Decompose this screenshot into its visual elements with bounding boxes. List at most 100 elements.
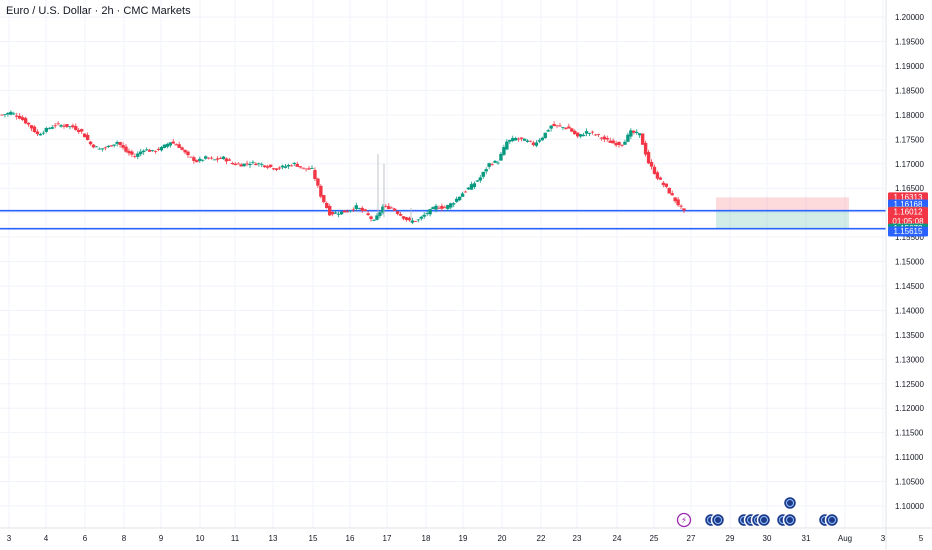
- candle-body: [561, 127, 565, 129]
- candle-body: [676, 199, 680, 206]
- candle-body: [9, 111, 13, 115]
- candle-body: [576, 132, 580, 137]
- candle-body: [478, 177, 482, 181]
- candle-body: [38, 134, 43, 136]
- candle-body: [652, 166, 657, 174]
- candle-body: [617, 141, 621, 145]
- candle-body: [215, 158, 220, 160]
- candle-body: [578, 134, 583, 137]
- time-tick-label: 11: [231, 534, 240, 543]
- candle-body: [475, 180, 480, 182]
- time-tick-label: 6: [83, 534, 88, 543]
- candle-body: [638, 133, 642, 136]
- candle-body: [357, 208, 361, 209]
- candle-body: [127, 150, 131, 154]
- price-axis[interactable]: 1.20000 1.19500 1.19000 1.18500 1.18000 1.175…: [895, 13, 924, 511]
- price-tag-label: 1.16012: [894, 208, 923, 217]
- candle-body: [670, 193, 674, 196]
- candle-body: [463, 191, 468, 193]
- candle-body: [378, 212, 382, 216]
- candle-body: [431, 207, 435, 210]
- time-tick-label: 23: [573, 534, 582, 543]
- event-flag-icon[interactable]: [782, 495, 798, 511]
- candle-body: [519, 137, 524, 139]
- candle-body: [348, 210, 353, 212]
- event-flag-inner: [828, 516, 836, 524]
- candle-body: [82, 133, 87, 138]
- price-tick-label: 1.19000: [895, 62, 924, 71]
- event-flag-icon[interactable]: [782, 512, 798, 528]
- candle-body: [230, 162, 234, 164]
- candle-body: [339, 211, 344, 215]
- candle-body: [6, 112, 10, 115]
- candle-body: [159, 147, 164, 151]
- candle-body: [534, 142, 539, 146]
- candle-body: [661, 182, 666, 185]
- time-tick-label: 30: [763, 534, 772, 543]
- candle-body: [233, 163, 237, 165]
- candle-body: [100, 148, 105, 150]
- event-flag-inner: [760, 516, 768, 524]
- candle-body: [537, 140, 542, 142]
- candle-body: [121, 145, 125, 148]
- price-tick-label: 1.11000: [895, 453, 924, 462]
- candle-body: [115, 141, 119, 144]
- candle-body: [437, 207, 441, 209]
- candle-body: [457, 196, 462, 201]
- time-tick-label: 20: [498, 534, 507, 543]
- event-flag-icon[interactable]: [756, 512, 772, 528]
- time-tick-label: 29: [726, 534, 735, 543]
- flash-icon[interactable]: [676, 512, 692, 528]
- candle-body: [449, 203, 453, 208]
- candle-body: [26, 122, 31, 125]
- candle-body: [77, 129, 81, 132]
- time-axis[interactable]: 3 4 6 8 9 10 11 13 15 16 17 18 19 20 22 23 24 25 27 29 30 31 A…: [7, 534, 924, 543]
- candle-body: [142, 150, 146, 153]
- candle-body: [271, 168, 276, 170]
- candle-body: [109, 145, 113, 147]
- event-icons[interactable]: ⚡: [676, 495, 840, 528]
- candle-body: [360, 207, 364, 211]
- price-tick-label: 1.11500: [895, 429, 924, 438]
- candle-body: [304, 168, 308, 170]
- take-profit-zone[interactable]: [716, 210, 849, 229]
- candle-body: [375, 215, 379, 220]
- position-boxes[interactable]: [716, 197, 849, 229]
- candle-body: [328, 205, 332, 216]
- candle-body: [502, 147, 506, 155]
- candle-body: [239, 164, 243, 167]
- price-tag: [888, 207, 928, 228]
- candle-body: [23, 118, 28, 124]
- candle-body: [546, 130, 550, 132]
- candle-body: [351, 209, 356, 211]
- candle-body: [316, 178, 320, 186]
- candle-body: [487, 163, 491, 167]
- price-tick-label: 1.10000: [895, 502, 924, 511]
- time-tick-label: 8: [122, 534, 127, 543]
- price-tick-label: 1.12500: [895, 380, 924, 389]
- candle-body: [112, 144, 116, 146]
- candle-body: [292, 162, 296, 164]
- event-flag-icon[interactable]: [710, 512, 726, 528]
- stop-loss-zone[interactable]: [716, 197, 849, 211]
- price-tick-label: 1.18000: [895, 111, 924, 120]
- candle-body: [144, 149, 149, 151]
- candle-body: [646, 152, 651, 164]
- candle-body: [381, 206, 385, 213]
- candle-body: [407, 217, 412, 221]
- candle-body: [177, 144, 181, 148]
- candle-body: [325, 202, 329, 209]
- candle-body: [564, 127, 568, 129]
- candle-body: [319, 185, 323, 197]
- candle-body: [136, 153, 140, 157]
- event-flag-icon[interactable]: [824, 512, 840, 528]
- time-tick-label: 27: [687, 534, 696, 543]
- candle-body: [236, 163, 240, 165]
- candle-body: [555, 125, 559, 127]
- candle-body: [85, 134, 90, 141]
- candle-body: [599, 137, 604, 139]
- horizontal-lines[interactable]: [0, 209, 886, 230]
- time-tick-label: 25: [650, 534, 659, 543]
